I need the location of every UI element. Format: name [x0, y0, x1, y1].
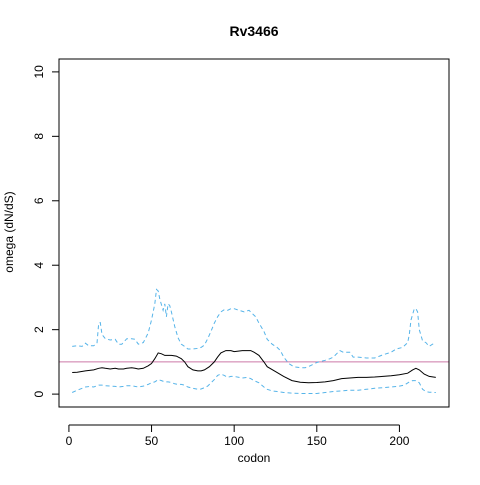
- x-tick-label: 100: [224, 434, 244, 448]
- x-tick-label: 200: [389, 434, 409, 448]
- series-line-mean: [72, 350, 436, 384]
- y-tick-label: 4: [32, 262, 46, 269]
- y-tick-label: 10: [32, 65, 46, 79]
- y-axis-label: omega (dN/dS): [2, 191, 16, 272]
- plot-frame: [58, 58, 450, 408]
- x-tick-label: 0: [66, 434, 73, 448]
- x-axis-label: codon: [238, 451, 271, 465]
- plot-area: [59, 288, 449, 394]
- y-tick-label: 0: [32, 390, 46, 397]
- y-tick-label: 8: [32, 133, 46, 140]
- y-tick-label: 2: [32, 326, 46, 333]
- series-line-upper: [72, 288, 436, 369]
- chart-title: Rv3466: [229, 23, 278, 39]
- y-tick-label: 6: [32, 197, 46, 204]
- x-tick-label: 150: [307, 434, 327, 448]
- x-tick-label: 50: [145, 434, 159, 448]
- series-line-lower: [71, 373, 436, 394]
